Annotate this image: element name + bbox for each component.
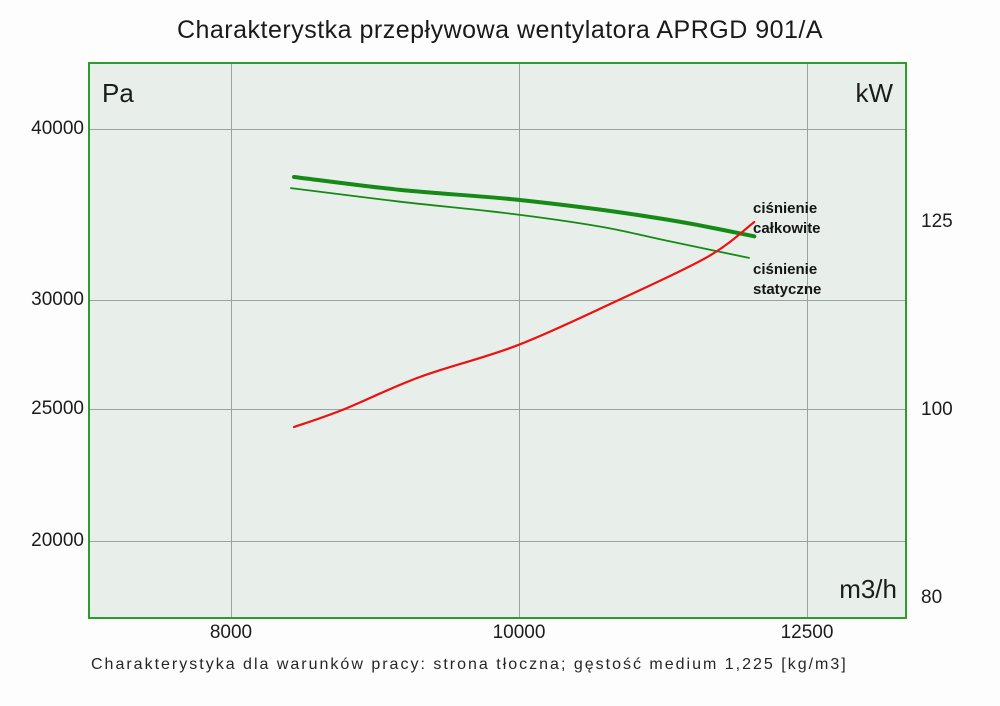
vgridline-12500 — [807, 64, 808, 617]
bottom-tick-12500: 12500 — [780, 622, 834, 643]
hgridline-30000 — [90, 300, 905, 302]
curve-moc — [292, 220, 756, 429]
plot-area: Pa kW m3/h ciśnienie całkowite ciśnienie… — [88, 62, 907, 619]
total-pressure-label-line2: całkowite — [753, 220, 821, 237]
chart-caption: Charakterystyka dla warunków pracy: stro… — [91, 656, 848, 673]
curve-ci-nienie-statyczne — [290, 187, 750, 259]
left-tick-40000: 40000 — [31, 118, 84, 139]
hgridline-25000 — [90, 408, 905, 410]
vgridline-8000 — [231, 64, 232, 617]
static-pressure-curve-label: ciśnienie statyczne — [753, 260, 821, 300]
chart-title: Charakterystka przepływowa wentylatora A… — [176, 16, 824, 44]
right-tick-125: 125 — [921, 211, 953, 232]
power-unit-label: kW — [855, 78, 893, 108]
right-tick-100: 100 — [921, 399, 953, 420]
static-pressure-label-line1: ciśnienie — [753, 261, 818, 278]
total-pressure-curve-label: ciśnienie całkowite — [753, 199, 821, 239]
total-pressure-label-line1: ciśnienie — [753, 200, 818, 217]
hgridline-20000 — [90, 541, 905, 543]
curve-ci-nienie-ca-kowite — [292, 175, 757, 239]
vgridline-10000 — [519, 64, 520, 617]
hgridline-40000 — [90, 129, 905, 130]
left-tick-20000: 20000 — [31, 530, 84, 551]
curves-layer — [290, 175, 757, 429]
flow-unit-label: m3/h — [839, 574, 897, 604]
right-tick-80: 80 — [921, 587, 943, 608]
gridlines-layer — [90, 64, 905, 617]
bottom-tick-8000: 8000 — [209, 622, 253, 643]
left-tick-25000: 25000 — [31, 398, 84, 419]
pressure-unit-label: Pa — [102, 78, 134, 108]
static-pressure-label-line2: statyczne — [753, 281, 822, 298]
left-tick-30000: 30000 — [31, 289, 84, 310]
bottom-tick-10000: 10000 — [492, 622, 546, 643]
